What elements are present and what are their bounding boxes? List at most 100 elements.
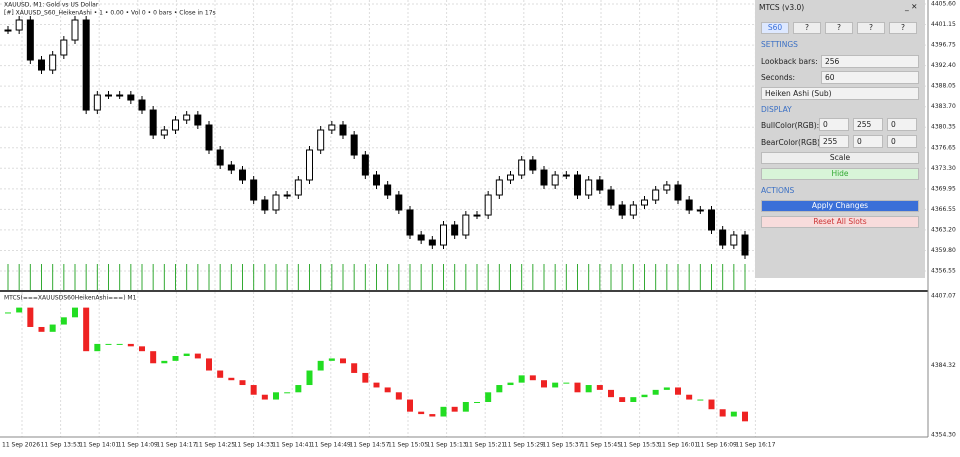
- slot-button[interactable]: ?: [825, 22, 853, 34]
- time-label: 11 Sep 15:29: [504, 442, 544, 449]
- candle: [49, 54, 57, 71]
- price-label: 4380.35: [931, 124, 956, 131]
- slot-button[interactable]: ?: [793, 22, 821, 34]
- rgb-input[interactable]: 255: [853, 118, 883, 131]
- ha-candle: [474, 401, 480, 403]
- ha-candle: [38, 326, 45, 332]
- time-label: 11 Sep 16:01: [658, 442, 698, 449]
- ha-candle: [150, 351, 157, 364]
- candle: [60, 39, 68, 56]
- candle: [618, 204, 626, 216]
- ha-candle: [384, 387, 391, 393]
- time-label: 11 Sep 16:17: [735, 442, 775, 449]
- time-label: 11 Sep 15:13: [427, 442, 467, 449]
- symbol-label: XAUUSD, M1: Gold vs US Dollar: [4, 2, 99, 9]
- price-label: 4383.70: [931, 103, 956, 110]
- candle: [719, 229, 727, 246]
- time-label: 11 Sep 15:45: [581, 442, 621, 449]
- candle: [227, 164, 235, 171]
- panel-buttons[interactable]: _ ✕: [905, 2, 918, 11]
- ha-candle: [317, 360, 324, 371]
- ha-candle: [116, 343, 123, 345]
- mode-select[interactable]: Heiken Ashi (Sub): [761, 87, 919, 100]
- section-title: DISPLAY: [761, 105, 792, 114]
- candle: [261, 199, 269, 211]
- candle: [674, 184, 682, 201]
- ha-candle: [663, 387, 670, 390]
- rgb-input[interactable]: 255: [819, 135, 849, 148]
- ha-candle: [719, 409, 726, 417]
- slot-button[interactable]: ?: [857, 22, 885, 34]
- candle: [652, 189, 660, 201]
- field-label: Lookback bars:: [761, 57, 818, 66]
- ha-candle: [194, 353, 201, 359]
- lookback-input[interactable]: 256: [821, 55, 919, 68]
- ha-candle: [641, 394, 648, 398]
- slot-button[interactable]: S60: [761, 22, 789, 34]
- time-label: 11 Sep 14:01: [79, 442, 119, 449]
- slot-button[interactable]: ?: [889, 22, 917, 34]
- price-label: 4405.60: [931, 1, 956, 8]
- candle: [507, 174, 514, 181]
- candle: [641, 199, 648, 206]
- scale-button[interactable]: Scale: [761, 152, 919, 164]
- ha-candle: [585, 385, 592, 393]
- ha-candle: [250, 385, 257, 395]
- price-label: 4373.30: [931, 165, 956, 172]
- ha-candle: [16, 307, 23, 313]
- candle: [428, 239, 436, 246]
- ha-candle: [652, 389, 659, 395]
- ha-candle: [239, 380, 246, 386]
- candle: [105, 94, 112, 97]
- candle: [15, 19, 23, 31]
- candle: [417, 234, 425, 241]
- rgb-input[interactable]: 0: [887, 118, 917, 131]
- time-label: 11 Sep 15:21: [465, 442, 505, 449]
- candle: [518, 159, 526, 176]
- price-label: 4356.55: [931, 268, 956, 275]
- rgb-input[interactable]: 0: [887, 135, 917, 148]
- apply-button[interactable]: Apply Changes: [761, 200, 919, 212]
- candle: [172, 119, 179, 131]
- sub-price-label: 4407.07: [931, 293, 956, 300]
- price-label: 4369.95: [931, 185, 956, 192]
- field-label: Seconds:: [761, 73, 796, 82]
- candle: [149, 109, 157, 136]
- ha-candle: [407, 399, 413, 412]
- rgb-input[interactable]: 0: [853, 135, 883, 148]
- time-label: 11 Sep 14:41: [272, 442, 312, 449]
- candle: [663, 184, 671, 191]
- ha-candle: [429, 414, 436, 417]
- seconds-input[interactable]: 60: [821, 71, 919, 84]
- reset-button[interactable]: Reset All Slots: [761, 216, 919, 228]
- ha-candle: [529, 375, 536, 381]
- candle: [551, 174, 559, 186]
- candle: [127, 94, 135, 101]
- ha-candle: [273, 392, 279, 400]
- candle: [306, 149, 313, 181]
- candle: [696, 209, 704, 212]
- ha-candle: [60, 317, 67, 325]
- candle: [317, 129, 325, 151]
- time-label: 11 Sep 14:33: [234, 442, 274, 449]
- ha-candle: [217, 370, 224, 378]
- candle: [562, 174, 570, 177]
- price-label: 4401.15: [931, 21, 956, 28]
- ha-candle: [742, 411, 748, 422]
- candle: [574, 174, 581, 196]
- sub-label: MTCS(===XAUUSDS60HeikenAshi===) M1: [4, 295, 137, 302]
- candle: [194, 114, 202, 126]
- rgb-input[interactable]: 0: [819, 118, 849, 131]
- ha-candle: [619, 397, 626, 402]
- ha-candle: [418, 411, 425, 415]
- hide-button[interactable]: Hide: [761, 168, 919, 180]
- ha-candle: [284, 392, 291, 394]
- candle: [529, 159, 537, 171]
- candle: [741, 234, 749, 256]
- candle: [93, 94, 101, 111]
- time-label: 11 Sep 15:53: [620, 442, 660, 449]
- time-label: 11 Sep 14:17: [156, 442, 196, 449]
- candle: [272, 194, 280, 211]
- candle: [138, 99, 146, 111]
- candle: [730, 234, 738, 246]
